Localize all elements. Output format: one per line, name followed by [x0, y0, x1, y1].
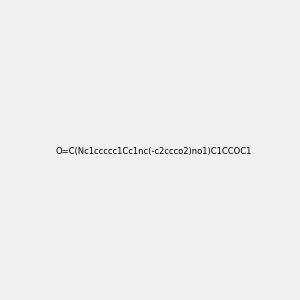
Text: O=C(Nc1ccccc1Cc1nc(-c2ccco2)no1)C1CCOC1: O=C(Nc1ccccc1Cc1nc(-c2ccco2)no1)C1CCOC1	[56, 147, 252, 156]
